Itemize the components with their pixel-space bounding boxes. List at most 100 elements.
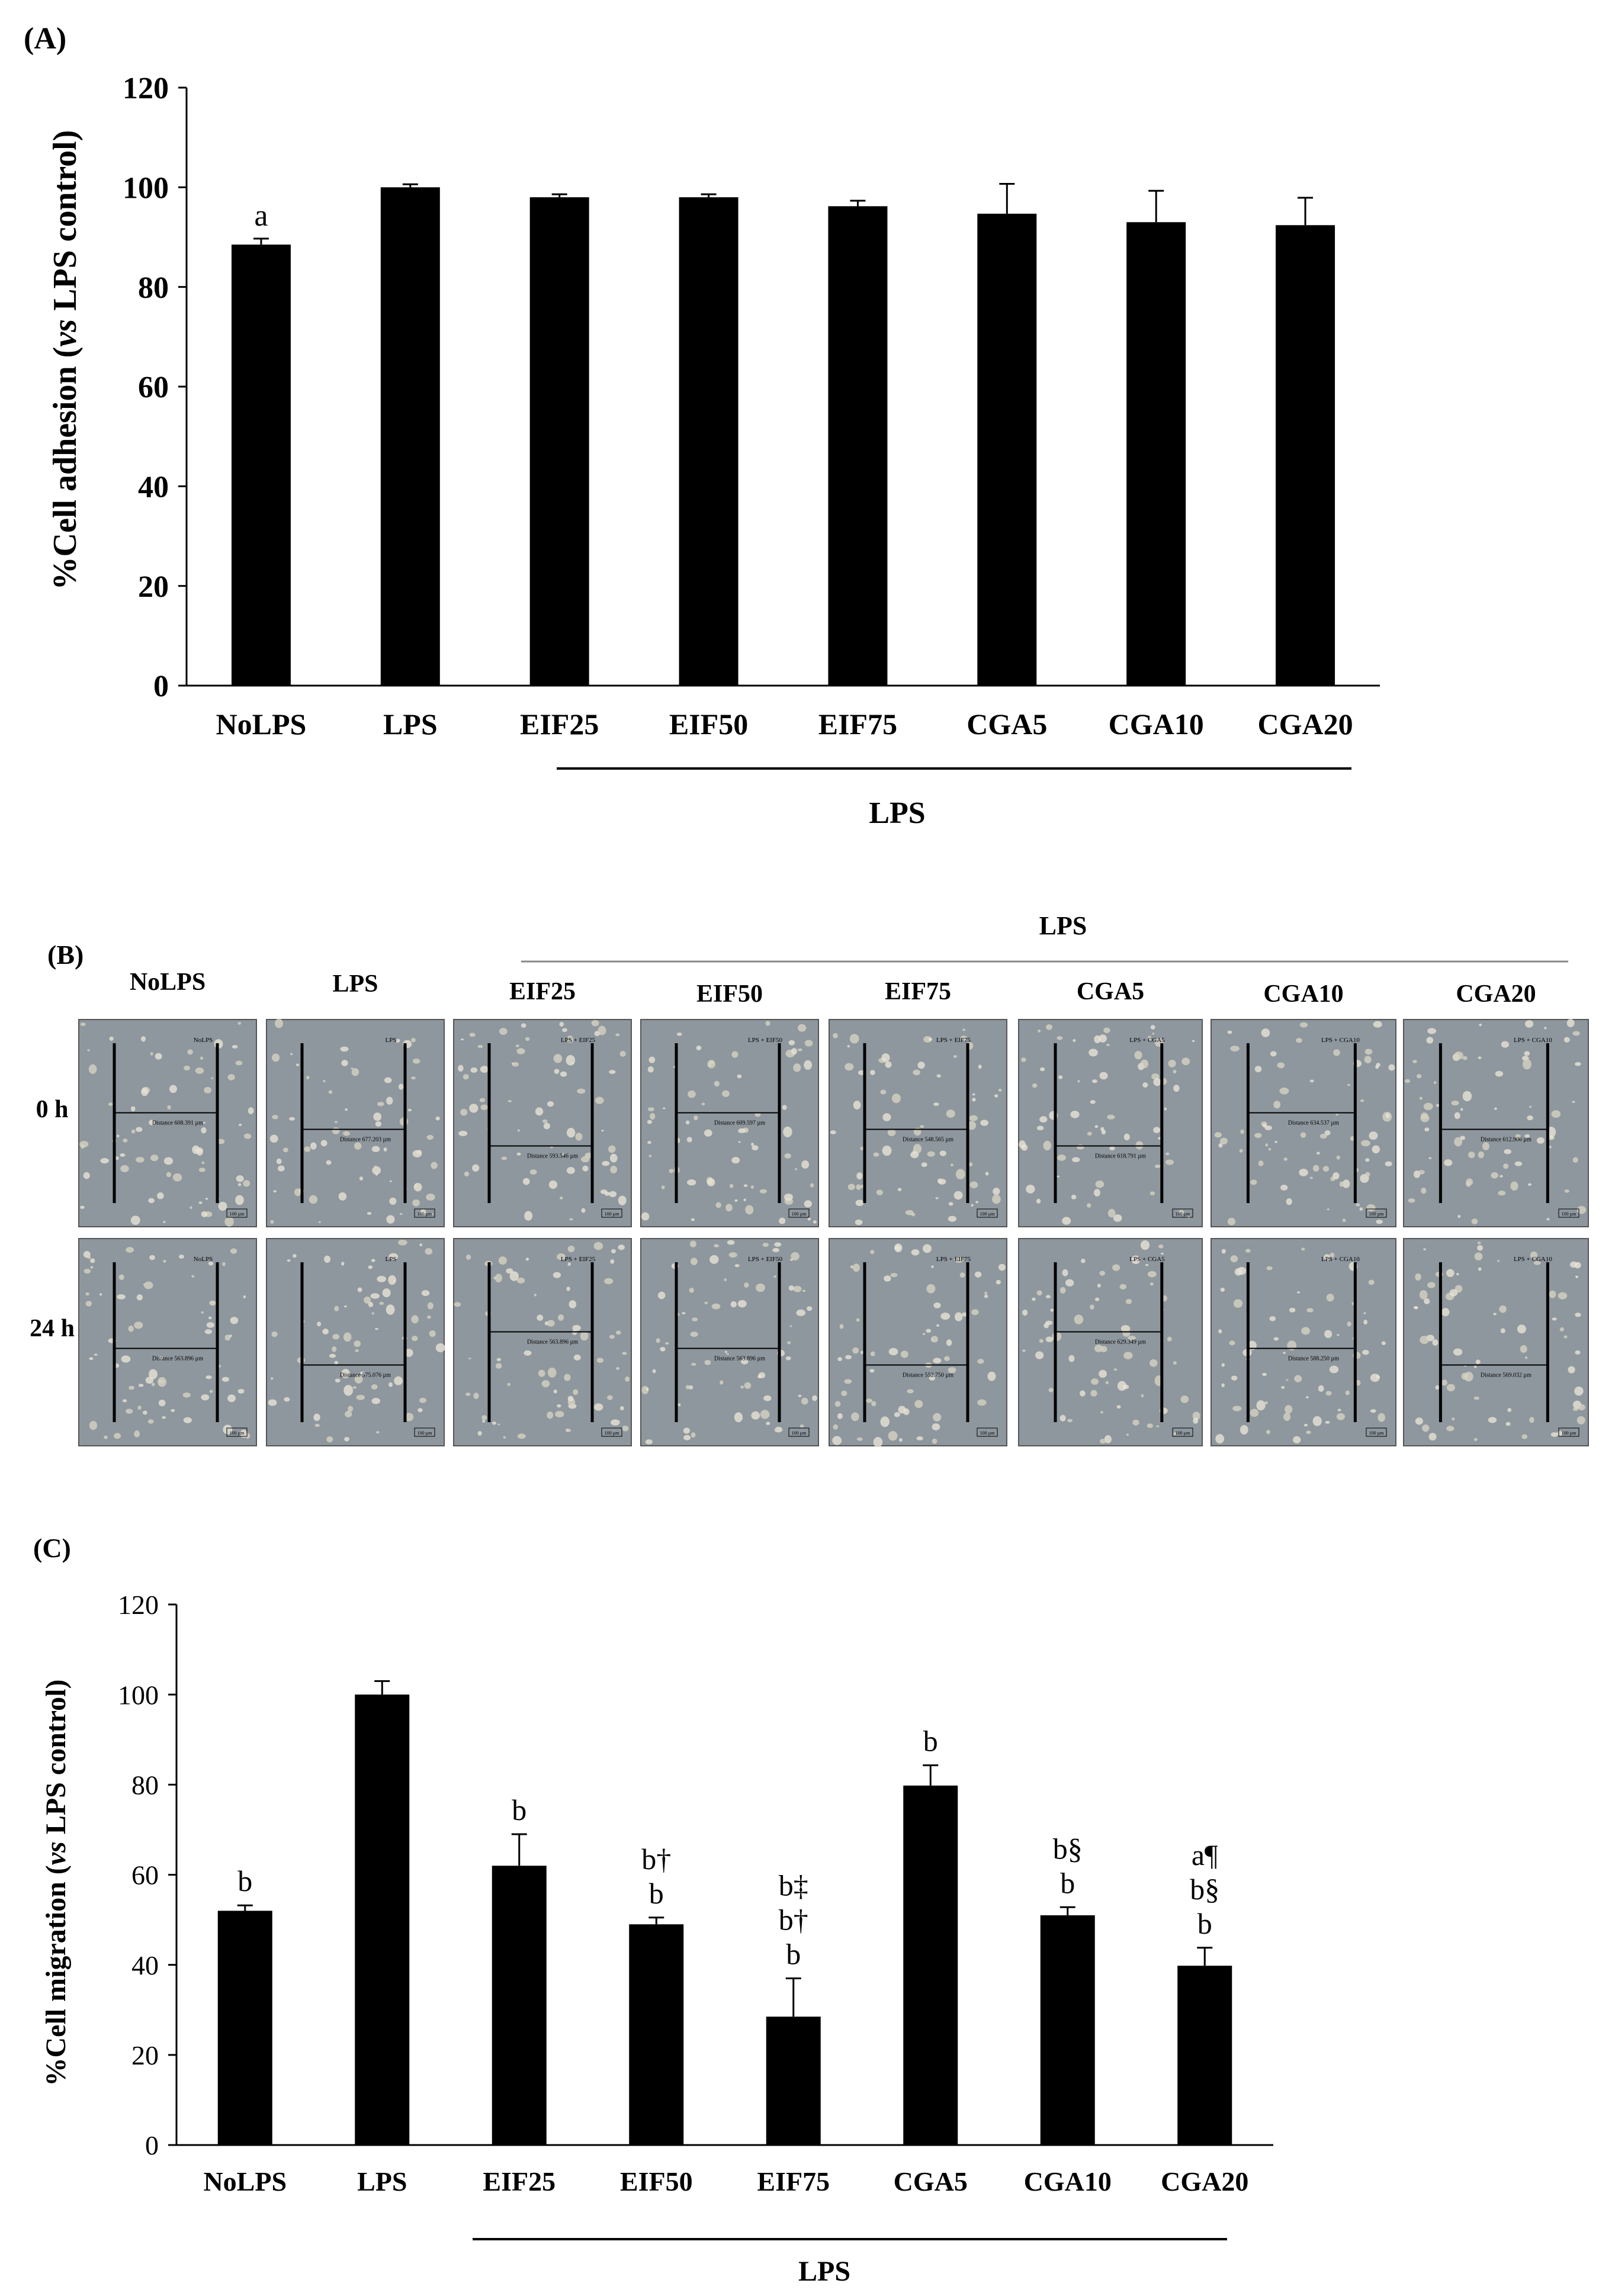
cell-speck (1493, 1313, 1497, 1316)
cell-speck (211, 1077, 214, 1079)
cell-speck (158, 1399, 166, 1407)
micrograph-background (1018, 1019, 1203, 1227)
cell-speck (834, 1401, 841, 1407)
cell-speck (1347, 1083, 1351, 1086)
cell-speck (131, 1129, 136, 1134)
cell-speck (911, 1249, 920, 1256)
cell-speck (1062, 1217, 1071, 1225)
cell-speck (977, 1399, 987, 1406)
adhesion-significance-label: a (254, 199, 268, 233)
cell-speck (128, 1325, 134, 1332)
cell-speck (1087, 1131, 1092, 1136)
cell-speck (888, 1430, 898, 1441)
cell-speck (765, 1021, 770, 1026)
cell-speck (195, 1067, 204, 1074)
cell-speck (1021, 1144, 1028, 1151)
cell-speck (80, 1022, 86, 1027)
cell-speck (844, 1379, 852, 1384)
cell-speck (1104, 1435, 1112, 1443)
cell-speck (618, 1245, 625, 1250)
scale-bar-label: 100 µm (230, 1430, 245, 1436)
cell-speck (1141, 1394, 1144, 1398)
cell-speck (394, 1376, 403, 1385)
cell-speck (237, 1183, 242, 1186)
micrograph-background (453, 1019, 632, 1227)
migration-y-tick-label: 100 (118, 1680, 159, 1710)
cell-speck (272, 1053, 280, 1062)
cell-speck (1474, 1252, 1483, 1260)
cell-speck (201, 1127, 207, 1134)
cell-speck (830, 1130, 836, 1134)
cell-speck (99, 1293, 102, 1296)
cell-speck (1324, 1254, 1331, 1260)
cell-speck (1094, 1345, 1103, 1352)
cell-speck (882, 1145, 892, 1156)
cell-speck (326, 1160, 332, 1165)
cell-speck (137, 1406, 142, 1410)
cell-speck (419, 1397, 426, 1403)
cell-speck (1221, 1383, 1225, 1388)
cell-speck (1497, 1260, 1500, 1262)
adhesion-bar-eif25 (529, 197, 589, 686)
migration-y-tick-label: 80 (131, 1770, 159, 1800)
cell-speck (567, 1245, 575, 1252)
cell-speck (1113, 1214, 1122, 1222)
adhesion-y-tick-label: 60 (138, 371, 169, 404)
cell-speck (972, 1097, 976, 1102)
cell-speck (495, 1363, 502, 1369)
cell-speck (1059, 1414, 1066, 1422)
cell-speck (1303, 1423, 1308, 1427)
cell-speck (340, 1046, 349, 1052)
cell-speck (936, 1074, 941, 1078)
cell-speck (1270, 1051, 1277, 1057)
cell-speck (567, 1036, 573, 1043)
cell-speck (458, 1065, 464, 1072)
cell-speck (559, 1197, 563, 1200)
cell-speck (218, 1201, 227, 1211)
cell-speck (647, 1120, 653, 1124)
micrograph-caption: LPS (386, 1037, 397, 1044)
cell-speck (498, 1256, 507, 1265)
cell-speck (1090, 1390, 1097, 1397)
cell-speck (656, 1338, 660, 1343)
cell-speck (1517, 1324, 1526, 1334)
cell-speck (201, 1161, 205, 1165)
cell-speck (955, 1169, 965, 1180)
cell-speck (1032, 1297, 1036, 1301)
cell-speck (917, 1062, 925, 1069)
cell-speck (1286, 1198, 1292, 1205)
adhesion-category-label: CGA10 (1109, 708, 1204, 741)
cell-speck (1325, 1391, 1332, 1396)
cell-speck (884, 1275, 891, 1282)
adhesion-category-label: CGA20 (1258, 708, 1353, 741)
cell-speck (1269, 1316, 1276, 1321)
cell-speck (89, 1420, 98, 1430)
cell-speck (1350, 1136, 1355, 1141)
cell-speck (1312, 1416, 1322, 1426)
cell-speck (1378, 1413, 1385, 1422)
cell-speck (704, 1359, 711, 1365)
cell-speck (1529, 1105, 1532, 1108)
cell-speck (1125, 1298, 1132, 1304)
cell-speck (506, 1268, 513, 1274)
cell-speck (686, 1137, 692, 1143)
cell-speck (1081, 1258, 1086, 1263)
cell-speck (1478, 1151, 1484, 1159)
cell-speck (1239, 1149, 1243, 1153)
cell-speck (1306, 1430, 1311, 1435)
migration-category-label: CGA5 (894, 2166, 968, 2197)
image-column-header: EIF75 (885, 978, 951, 1005)
micrograph-24h-eif75: Distance 552.750 µm LPS + EIF75 100 µm (829, 1238, 1007, 1448)
cell-speck (566, 1055, 576, 1066)
cell-speck (1514, 1161, 1523, 1166)
cell-speck (427, 1302, 434, 1310)
cell-speck (871, 1401, 876, 1407)
cell-speck (1427, 1028, 1437, 1034)
cell-speck (707, 1060, 715, 1069)
cell-speck (810, 1183, 814, 1188)
cell-speck (596, 1358, 604, 1363)
cell-speck (1301, 1247, 1305, 1251)
cell-speck (1359, 1207, 1363, 1211)
migration-y-tick-label: 40 (131, 1950, 159, 1980)
micrograph-background (1403, 1019, 1589, 1227)
